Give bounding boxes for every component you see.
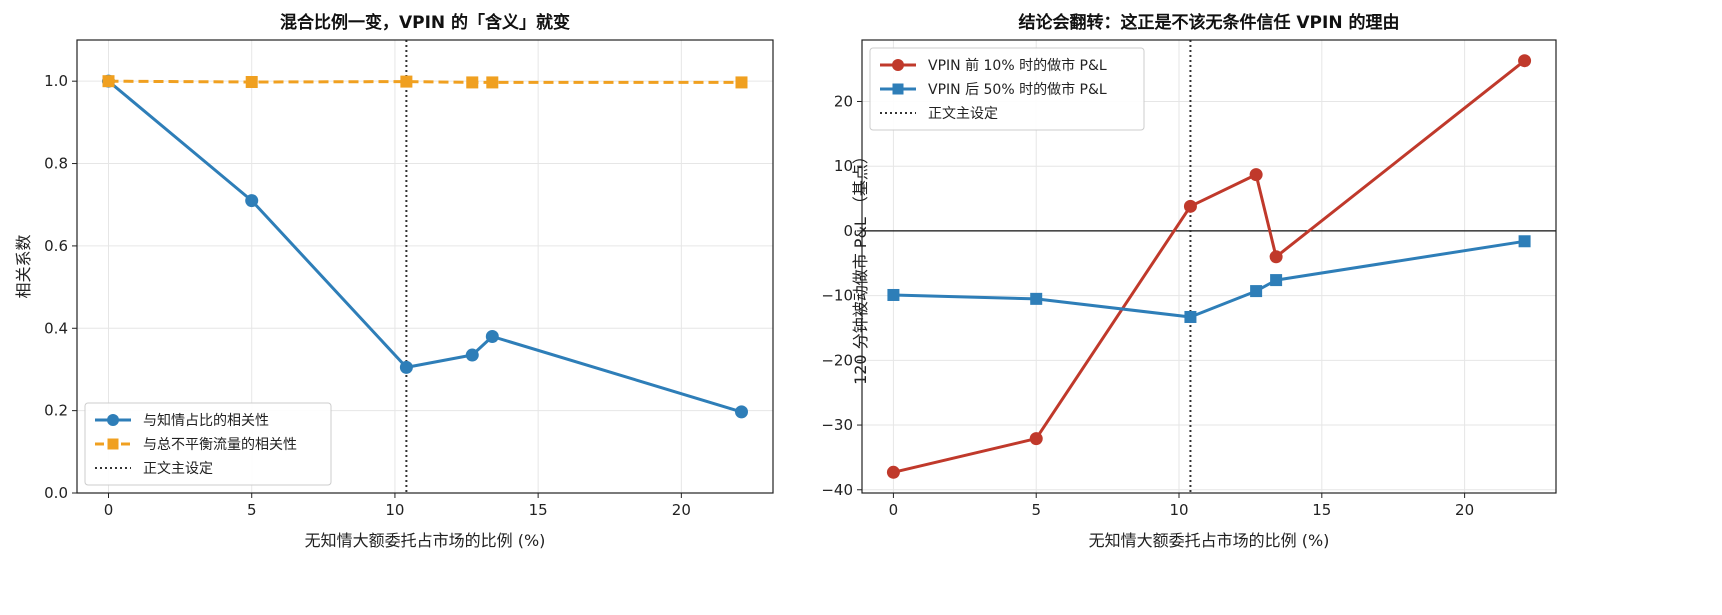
y-tick-label: 1.0 [44,72,68,90]
x-tick-label: 15 [529,501,548,519]
legend-marker [892,59,904,71]
y-tick-label: 0 [843,222,853,240]
data-point [1249,168,1263,182]
data-point [1269,250,1283,264]
legend-marker [107,438,119,450]
legend: VPIN 前 10% 时的做市 P&L VPIN 后 50% 时的做市 P&L 正文… [869,47,1145,131]
y-tick-label: 10 [834,157,853,175]
y-axis-label: 相关系数 [14,234,33,298]
data-point [399,360,413,374]
y-tick-label: 0.0 [44,484,68,502]
data-point [734,405,748,419]
data-point [1270,274,1283,287]
legend-label: VPIN 后 50% 时的做市 P&L [928,81,1107,98]
plot-frame [76,39,774,494]
data-point [245,76,258,89]
data-point [1183,199,1197,213]
data-point [1518,235,1531,248]
data-point [245,194,259,208]
data-point [1250,285,1263,298]
x-tick-label: 10 [1169,501,1188,519]
legend-label: VPIN 前 10% 时的做市 P&L [928,57,1107,74]
x-tick-label: 20 [672,501,691,519]
x-tick-label: 0 [889,501,899,519]
data-point [400,75,413,88]
y-tick-label: −30 [821,416,853,434]
y-tick-label: 0.2 [44,402,68,420]
data-point [1029,432,1043,446]
data-point [735,76,748,89]
data-point [466,76,479,89]
plot-frame [861,39,1557,494]
legend-marker [892,83,904,95]
series-line-1 [107,80,742,414]
legend-label: 与总不平衡流量的相关性 [143,437,297,453]
x-tick-label: 15 [1312,501,1331,519]
x-tick-label: 10 [385,501,404,519]
y-tick-label: 0.6 [44,237,68,255]
y-tick-label: −20 [821,351,853,369]
data-point [886,465,900,479]
y-axis-label: 120 分钟被动做市 P&L （基点） [851,148,870,385]
x-axis-label: 无知情大额委托占市场的比例 (%) [305,531,546,550]
chart-panel-1: 0 5 10 15 20 0.0 0.2 0.4 0.6 0.8 1.0 混合比例一变，VPIN 的「… [14,12,774,550]
chart-panel-2: 0 5 10 15 20 −40 −30 −20 −10 0 10 20 结论会翻转：这正是不该无条件信… [821,12,1557,550]
x-tick-label: 5 [1031,501,1041,519]
legend-label: 正文主设定 [928,106,998,122]
data-point [1184,310,1197,323]
x-tick-label: 0 [104,501,114,519]
data-point [1030,292,1043,305]
data-point [887,288,900,301]
x-axis-label: 无知情大额委托占市场的比例 (%) [1089,531,1330,550]
legend-box [84,402,332,486]
data-point [102,75,115,88]
legend-label: 正文主设定 [143,461,213,477]
legend-marker [107,414,119,426]
chart-title: 结论会翻转：这正是不该无条件信任 VPIN 的理由 [1018,12,1399,33]
chart-title: 混合比例一变，VPIN 的「含义」就变 [280,12,570,33]
legend-label: 与知情占比的相关性 [143,412,269,429]
x-tick-label: 5 [247,501,257,519]
data-point [1518,54,1532,68]
data-point [485,330,499,344]
series-line-2 [108,79,742,84]
data-point [465,348,479,362]
y-tick-label: 20 [834,92,853,110]
data-point [486,76,499,89]
y-tick-label: 0.8 [44,155,68,173]
series-line-2 [893,239,1525,319]
legend-box [869,47,1145,131]
y-tick-label: 0.4 [44,319,68,337]
x-tick-label: 20 [1455,501,1474,519]
series-line-1 [893,59,1526,474]
y-tick-label: −40 [821,481,853,499]
y-tick-label: −10 [821,287,853,305]
